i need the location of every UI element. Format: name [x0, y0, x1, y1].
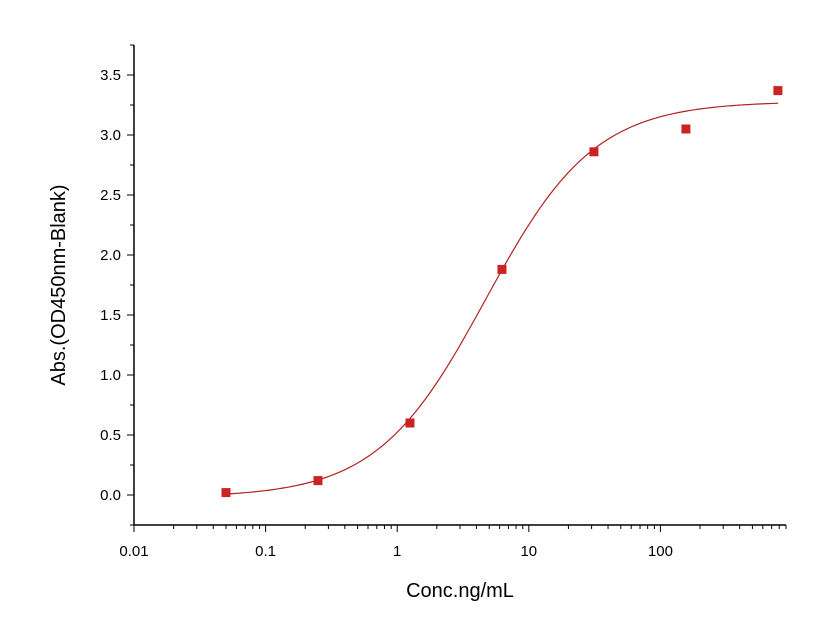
x-tick-label: 100: [648, 543, 673, 560]
y-tick-label: 2.0: [100, 247, 121, 264]
data-point: [221, 488, 231, 498]
data-point: [313, 476, 323, 486]
x-tick-label: 1: [393, 543, 401, 560]
axes: [133, 45, 786, 526]
data-point: [589, 147, 599, 157]
y-tick-label: 3.5: [100, 67, 121, 84]
x-tick-label: 10: [520, 543, 537, 560]
x-tick-label: 0.1: [255, 543, 276, 560]
x-tick-label: 0.01: [119, 543, 148, 560]
y-tick-label: 0.0: [100, 487, 121, 504]
data-point: [405, 418, 415, 428]
y-tick-label: 0.5: [100, 427, 121, 444]
data-point: [773, 86, 783, 96]
y-axis-title: Abs.(OD450nm-Blank): [48, 184, 70, 385]
y-tick-label: 3.0: [100, 127, 121, 144]
x-axis-title: Conc.ng/mL: [406, 580, 514, 602]
data-point: [681, 124, 691, 134]
x-axis-ticks: 0.01 0.1 1 10 100: [119, 525, 787, 560]
y-tick-label: 1.0: [100, 367, 121, 384]
y-tick-label: 2.5: [100, 187, 121, 204]
y-axis-ticks: 0.0 0.5 1.0 1.5 2.0 2.5 3.0 3.5: [100, 44, 134, 526]
y-tick-label: 1.5: [100, 307, 121, 324]
fit-curve: [225, 102, 778, 495]
data-point: [497, 264, 507, 274]
data-points: [221, 86, 783, 498]
